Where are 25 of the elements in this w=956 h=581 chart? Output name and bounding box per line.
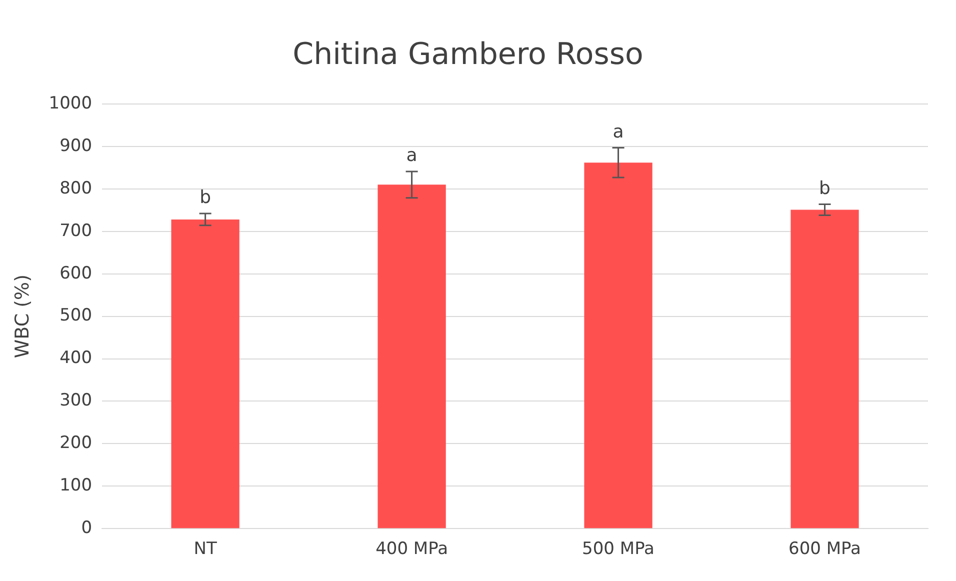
annotation: b (200, 187, 212, 208)
bar (171, 219, 240, 528)
y-tick-label: 400 (60, 348, 92, 368)
y-tick-label: 0 (81, 518, 92, 538)
y-tick-label: 800 (60, 178, 92, 198)
y-axis-title: WBC (%) (11, 274, 34, 358)
annotation: a (406, 145, 418, 166)
x-tick-label: 600 MPa (788, 539, 861, 560)
y-tick-label: 600 (60, 263, 92, 284)
annotation: a (612, 121, 624, 142)
y-tick-label: 700 (60, 220, 92, 241)
bar (584, 162, 652, 528)
x-tick-label: NT (194, 539, 218, 560)
bar (790, 210, 859, 528)
y-tick-label: 100 (60, 476, 92, 496)
y-tick-label: 1000 (48, 93, 92, 114)
chart-title: Chitina Gambero Rosso (292, 36, 644, 72)
annotation: b (819, 178, 830, 199)
y-tick-label: 200 (60, 433, 92, 454)
x-tick-label: 400 MPa (376, 539, 448, 560)
bar (378, 184, 446, 528)
y-tick-label: 900 (60, 136, 92, 156)
y-tick-label: 500 (60, 306, 92, 326)
y-tick-label: 300 (60, 390, 92, 411)
x-tick-label: 500 MPa (582, 539, 654, 560)
